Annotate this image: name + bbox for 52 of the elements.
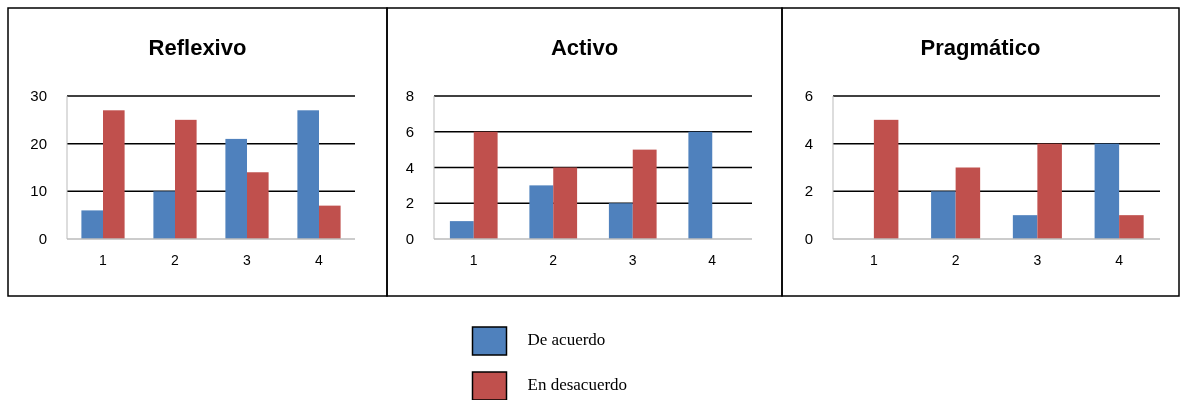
- x-tick-label: 3: [1033, 252, 1042, 268]
- bar: [1094, 143, 1120, 239]
- bar: [955, 167, 981, 239]
- x-tick-label: 4: [708, 252, 717, 268]
- bar: [688, 131, 713, 239]
- x-tick-label: 4: [315, 252, 324, 268]
- bar: [553, 167, 578, 239]
- bar: [931, 191, 956, 239]
- chart-title: Reflexivo: [148, 35, 247, 60]
- x-tick-label: 3: [628, 252, 637, 268]
- bar: [449, 221, 474, 239]
- x-tick-label: 2: [171, 252, 180, 268]
- legend-label: De acuerdo: [527, 330, 606, 349]
- x-tick-label: 3: [243, 252, 252, 268]
- x-tick-label: 4: [1115, 252, 1124, 268]
- x-tick-label: 1: [469, 252, 478, 268]
- bar: [1037, 143, 1062, 239]
- y-tick-label: 0: [804, 230, 813, 247]
- x-tick-label: 1: [869, 252, 878, 268]
- bar: [319, 205, 341, 239]
- x-tick-label: 1: [99, 252, 108, 268]
- bar: [247, 172, 269, 239]
- chart-title: Pragmático: [920, 35, 1041, 60]
- y-tick-label: 0: [405, 230, 414, 247]
- bar: [632, 149, 657, 239]
- y-tick-label: 20: [30, 134, 47, 152]
- bar: [608, 203, 633, 239]
- bar: [297, 110, 319, 239]
- chart-title: Activo: [550, 35, 619, 60]
- bar: [529, 185, 554, 239]
- bar: [81, 210, 103, 239]
- bar: [873, 119, 899, 239]
- y-tick-label: 10: [30, 182, 47, 200]
- legend-label: En desacuerdo: [527, 375, 628, 394]
- bar: [473, 131, 498, 239]
- bar: [225, 138, 247, 239]
- y-tick-label: 4: [405, 158, 414, 176]
- x-tick-label: 2: [549, 252, 558, 268]
- x-tick-label: 2: [951, 252, 960, 268]
- y-tick-label: 30: [30, 87, 47, 104]
- y-tick-label: 2: [804, 182, 813, 200]
- y-tick-label: 0: [38, 230, 47, 247]
- bar: [175, 119, 197, 239]
- y-tick-label: 8: [405, 87, 414, 104]
- y-tick-label: 4: [804, 134, 813, 152]
- bar: [1012, 215, 1038, 239]
- bar: [1119, 215, 1144, 239]
- bar: [153, 191, 175, 239]
- y-tick-label: 6: [405, 122, 414, 140]
- y-tick-label: 6: [804, 87, 813, 104]
- bar: [103, 110, 125, 239]
- y-tick-label: 2: [405, 194, 414, 212]
